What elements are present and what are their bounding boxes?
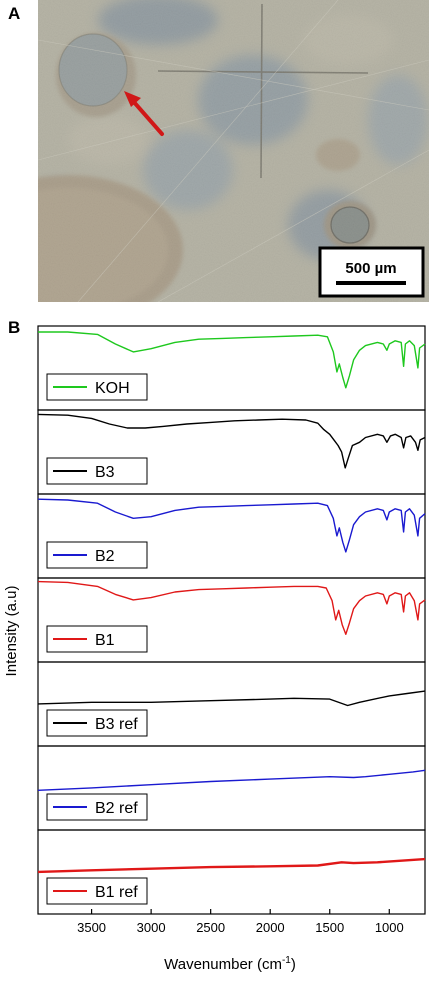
series-line — [37, 690, 426, 707]
spectrum-panel: KOH — [37, 325, 426, 411]
spectrum-panel: B3 — [37, 409, 426, 495]
panel-b-label: B — [8, 318, 21, 337]
micrograph-image: 500 µm — [38, 0, 429, 302]
legend-label: B3 ref — [95, 716, 138, 733]
spectrum-panel: B3 ref — [37, 661, 426, 747]
scale-bar: 500 µm — [318, 246, 425, 298]
x-axis-label: Wavenumber (cm-1) — [164, 955, 296, 973]
ftir-chart-svg: Intensity (a.u) Wavenumber (cm-1) KOH B3 B… — [3, 325, 426, 973]
red-arrow-icon — [124, 91, 164, 136]
ftir-chart: Intensity (a.u) Wavenumber (cm-1) KOH B3 B… — [0, 314, 429, 976]
series-line — [38, 331, 426, 389]
legend-label: KOH — [95, 380, 130, 397]
spectrum-panel: B1 — [37, 577, 426, 663]
series-line — [37, 857, 426, 874]
legend-label: B2 — [95, 548, 115, 565]
panel-a-label: A — [8, 4, 21, 23]
x-tick-label: 1500 — [315, 920, 344, 935]
series-line — [37, 580, 426, 635]
sample-micrograph: 500 µm — [38, 0, 429, 302]
y-axis-label: Intensity (a.u) — [3, 586, 20, 677]
series-line — [37, 498, 426, 553]
scale-bar-label: 500 µm — [345, 260, 396, 277]
legend-label: B3 — [95, 464, 115, 481]
x-tick-label: 2000 — [256, 920, 285, 935]
series-line — [37, 769, 426, 791]
spectrum-panel: B2 — [37, 493, 426, 579]
legend-label: B2 ref — [95, 800, 138, 817]
series-line — [37, 413, 426, 469]
panel-frame — [37, 829, 426, 915]
spectrum-panel: B1 ref — [37, 829, 426, 915]
spectrum-panel: B2 ref — [37, 745, 426, 831]
x-tick-label: 1000 — [375, 920, 404, 935]
legend-label: B1 — [95, 632, 115, 649]
x-tick-label: 3000 — [137, 920, 166, 935]
legend-label: B1 ref — [95, 884, 138, 901]
x-tick-label: 3500 — [77, 920, 106, 935]
x-tick-label: 2500 — [196, 920, 225, 935]
